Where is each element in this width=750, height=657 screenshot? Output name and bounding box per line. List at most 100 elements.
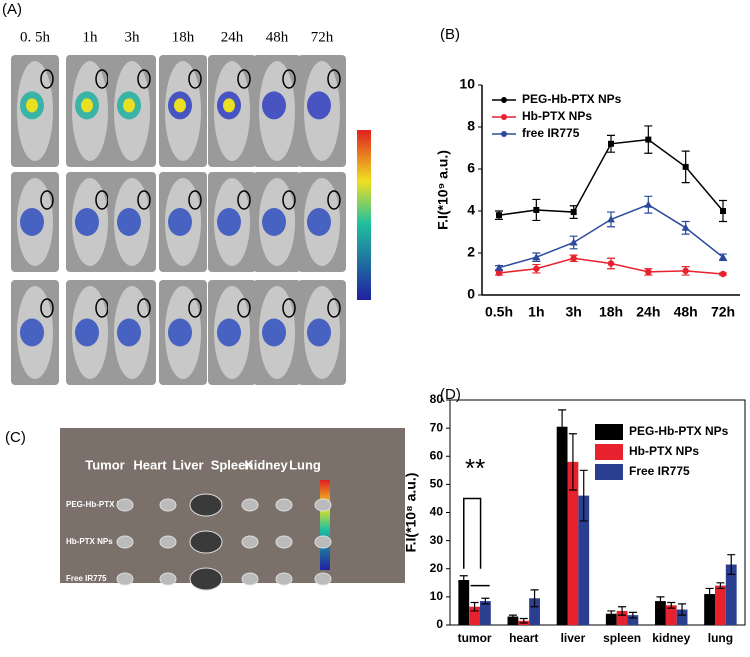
error-bar [481, 597, 490, 605]
organ [189, 493, 223, 517]
error-bar [678, 603, 687, 616]
marker [681, 223, 690, 231]
y-tick-label: 30 [430, 533, 444, 547]
organ-label: Tumor [85, 457, 124, 472]
legend-marker [501, 131, 507, 137]
signal [75, 208, 99, 236]
bar [655, 601, 666, 625]
bar [507, 616, 519, 625]
signal [217, 208, 241, 236]
signal [262, 318, 286, 347]
color-bar [320, 480, 330, 570]
marker [570, 255, 577, 262]
organ-label: Spleen [211, 457, 254, 472]
bar [704, 594, 716, 625]
x-tick-label: liver [561, 631, 586, 645]
time-label: 24h [221, 29, 244, 45]
y-tick-label: 60 [430, 448, 444, 462]
y-tick-label: 50 [430, 477, 444, 491]
signal-core [223, 98, 235, 113]
signal-core [174, 98, 186, 113]
error-bar [519, 617, 528, 624]
organ [241, 572, 259, 586]
marker [719, 253, 727, 261]
group-label: PEG-Hb-PTX NPs [66, 500, 133, 509]
signal-core [123, 98, 135, 113]
x-tick-label: heart [509, 631, 538, 645]
error-bar [470, 601, 479, 612]
x-tick-label: spleen [603, 631, 641, 645]
bar [725, 564, 737, 625]
x-tick-label: 3h [565, 304, 581, 320]
error-bar [607, 610, 616, 618]
bar [665, 605, 677, 625]
x-tick-label: 48h [674, 304, 698, 320]
marker [569, 238, 578, 246]
y-tick-label: 4 [467, 202, 475, 218]
error-bar [508, 614, 517, 619]
organ-label: Lung [289, 457, 321, 472]
tumor-circle [282, 298, 296, 318]
bar [715, 585, 726, 625]
tumor-circle [137, 69, 151, 89]
organ [189, 567, 223, 591]
y-tick-label: 80 [430, 392, 444, 406]
marker [495, 263, 503, 271]
y-tick-label: 40 [430, 505, 444, 519]
annotation: ** [465, 453, 485, 483]
x-tick-label: tumor [458, 631, 492, 645]
signal [20, 318, 44, 347]
marker [645, 136, 652, 143]
organ [314, 535, 332, 549]
signal-core [26, 98, 38, 113]
marker [607, 260, 615, 267]
panel-label: (A) [2, 1, 22, 18]
panel-label: (D) [440, 386, 461, 403]
x-tick-label: 18h [599, 304, 623, 320]
error-bar [459, 575, 468, 585]
organ [275, 498, 293, 512]
organ [159, 535, 177, 549]
marker [533, 206, 540, 213]
legend-label: PEG-Hb-PTX NPs [522, 92, 622, 106]
tumor-circle [188, 190, 202, 210]
time-label: 3h [125, 29, 141, 45]
marker [719, 270, 727, 278]
x-tick-label: lung [708, 631, 733, 645]
tumor-circle [40, 298, 54, 318]
bar [578, 495, 590, 625]
organ [116, 572, 134, 586]
organ [275, 572, 293, 586]
organ [314, 572, 332, 586]
signal [262, 208, 286, 236]
signal [117, 318, 141, 347]
y-tick-label: 70 [430, 420, 444, 434]
time-label: 72h [311, 29, 334, 45]
error-bar [579, 469, 588, 522]
legend-swatch [595, 444, 623, 460]
y-axis-label: F.I(*10⁹ a.u.) [435, 150, 451, 230]
group-label: Free IR775 [66, 574, 107, 583]
marker [570, 209, 577, 216]
tumor-circle [40, 190, 54, 210]
legend-label: Hb-PTX NPs [522, 109, 592, 123]
tumor-circle [137, 298, 151, 318]
bar [479, 601, 491, 625]
error-bar [618, 606, 627, 616]
y-tick-label: 0 [467, 286, 475, 302]
x-tick-label: 72h [711, 304, 735, 320]
legend-label: Free IR775 [629, 464, 690, 478]
organ [189, 530, 223, 554]
marker [608, 140, 614, 147]
signal [307, 208, 331, 236]
organ [116, 498, 134, 512]
error-bar [568, 433, 577, 491]
signal [168, 208, 192, 236]
error-bar [716, 582, 725, 590]
tumor-circle [137, 190, 151, 210]
y-tick-label: 0 [436, 617, 443, 631]
organ-label: Kidney [244, 457, 288, 472]
signal [307, 91, 331, 120]
tumor-circle [327, 190, 341, 210]
